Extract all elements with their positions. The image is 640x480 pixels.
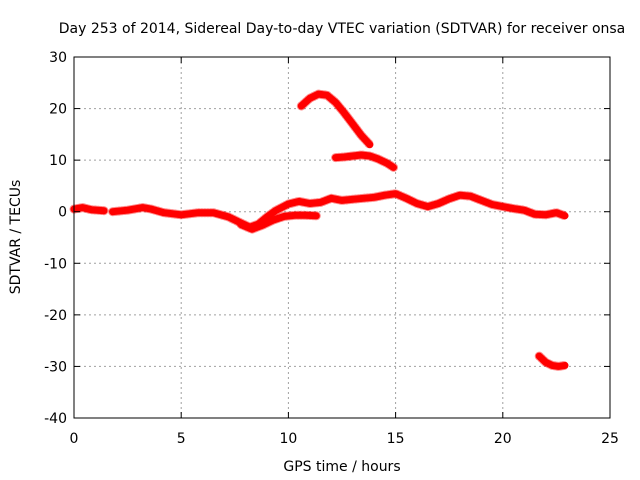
series-line-arc-4 (297, 90, 374, 149)
x-tick-label: 10 (279, 431, 297, 447)
series-group (69, 89, 570, 371)
series-line-arc-6 (535, 352, 569, 370)
y-axis-label: SDTVAR / TECUs (8, 180, 24, 295)
series-noise-arc-5 (331, 150, 398, 172)
x-tick-label: 20 (494, 431, 512, 447)
y-tick-label: -20 (44, 308, 67, 324)
chart-title: Day 253 of 2014, Sidereal Day-to-day VTE… (59, 21, 626, 37)
x-axis-label: GPS time / hours (283, 459, 400, 475)
y-tick-label: 0 (58, 205, 67, 221)
y-tick-label: -30 (44, 359, 67, 375)
y-tick-label: 30 (49, 50, 67, 66)
y-tick-label: -40 (44, 411, 67, 427)
series-noise-arc-3 (236, 210, 321, 234)
series-line-arc-2 (109, 190, 569, 231)
x-tick-label: 15 (387, 431, 405, 447)
y-tick-label: -10 (44, 256, 67, 272)
series-noise-arc-4 (296, 89, 375, 150)
x-tick-label: 5 (177, 431, 186, 447)
y-tick-label: 20 (49, 102, 67, 118)
y-tick-label: 10 (49, 153, 67, 169)
series-noise-arc-6 (534, 351, 570, 371)
x-axis-ticks: 0 5 10 15 20 25 (70, 57, 619, 447)
series-noise-arc-1 (69, 203, 109, 216)
y-axis-ticks: -40 -30 -20 -10 0 10 20 30 (44, 50, 610, 427)
x-tick-label: 25 (601, 431, 619, 447)
x-tick-label: 0 (70, 431, 79, 447)
series-line-arc-3 (237, 211, 320, 233)
series-noise-arc-2 (108, 189, 570, 232)
series-line-arc-5 (332, 151, 397, 171)
series-line-arc-1 (70, 204, 108, 215)
plot-frame (73, 56, 611, 419)
